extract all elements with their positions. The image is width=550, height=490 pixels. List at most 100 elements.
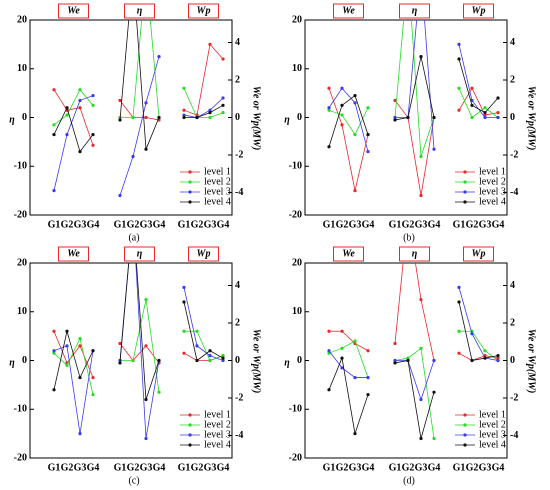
point [182,351,186,355]
point [52,388,56,392]
x-tick-label: G3 [479,462,492,473]
point [457,329,461,333]
x-tick-label: G2 [402,219,415,230]
series-line [328,88,369,191]
legend-marker [463,190,467,194]
point [457,300,461,304]
lines [327,20,500,198]
point [208,354,212,358]
legend-marker [463,170,467,174]
y-tick-label: -10 [289,404,302,415]
y2-tick-label: 0 [510,112,515,123]
series-line [329,330,369,352]
point [221,358,225,363]
point [393,358,397,363]
group-label: η [412,248,418,259]
group-label-box [188,3,219,19]
x-tick-label: G2 [127,462,140,473]
series-line [183,88,224,118]
point [52,88,56,92]
x-tick-label: G1 [453,219,466,230]
series-line [183,301,224,362]
x-tick-label: G4 [362,219,375,230]
series-line [328,350,368,378]
point [221,111,225,115]
series-line [53,331,94,390]
series-line [53,88,94,126]
group-label-box [333,246,364,262]
legend-marker [463,200,467,204]
series-line [119,20,160,150]
x-tick-label: G1 [48,219,61,230]
point [65,363,69,367]
y-tick-label: -20 [289,209,302,220]
point [131,154,135,159]
series-line [328,94,369,147]
point [496,358,500,363]
y-tick-label: 10 [17,63,27,74]
point [327,86,331,90]
x-tick-label: G4 [87,219,100,230]
series-line [394,20,435,157]
series-line [119,56,160,196]
y-tick-label: 20 [17,257,27,268]
point [419,436,423,441]
group-label: Wp [472,5,486,16]
y-tick-label: -10 [14,161,27,172]
series-line [458,58,499,114]
point [470,86,474,90]
point [366,150,370,154]
legend-marker [463,433,467,437]
x-tick-label: G1 [114,219,127,230]
point [432,436,436,441]
point [91,93,95,98]
series-line [328,356,369,434]
series-line [394,347,435,439]
group-label-box [124,3,155,19]
caption: (d) [403,475,415,486]
group-label: Wp [197,248,211,259]
y2-tick-label: 0 [235,112,240,123]
x-tick-label: G1 [453,462,466,473]
point [65,344,69,348]
x-tick-label: G2 [127,219,140,230]
legend-label: level 4 [204,196,231,207]
caption: (c) [128,475,139,486]
x-tick-label: G2 [466,219,479,230]
series-line [120,20,160,118]
point [118,193,122,198]
x-tick-label: G2 [466,462,479,473]
point [340,356,344,360]
point [353,339,357,343]
point [182,108,186,112]
series-line [183,352,224,361]
series-line [183,43,224,116]
series-line [395,20,435,150]
point [208,111,212,115]
point [340,329,344,333]
point [118,118,122,122]
x-tick-label: G4 [153,219,166,230]
point [144,147,148,151]
group-label: η [412,5,418,16]
y-tick-label: 10 [17,306,27,317]
x-tick-label: G3 [74,219,87,230]
point [327,388,331,392]
x-tick-label: G4 [362,462,375,473]
legend-label: level 3 [204,186,231,197]
y2-tick-label: 2 [235,74,240,85]
point [208,42,212,46]
point [78,98,82,103]
series-line [53,89,94,146]
point [52,123,56,127]
x-tick-label: G3 [140,462,153,473]
point [52,132,56,137]
group-label: η [137,5,143,16]
y-tick-label: 20 [292,257,302,268]
x-tick-label: G4 [217,462,230,473]
x-tick-label: G1 [178,462,191,473]
legend-label: level 2 [479,419,506,430]
y2-tick-label: -4 [510,187,518,198]
